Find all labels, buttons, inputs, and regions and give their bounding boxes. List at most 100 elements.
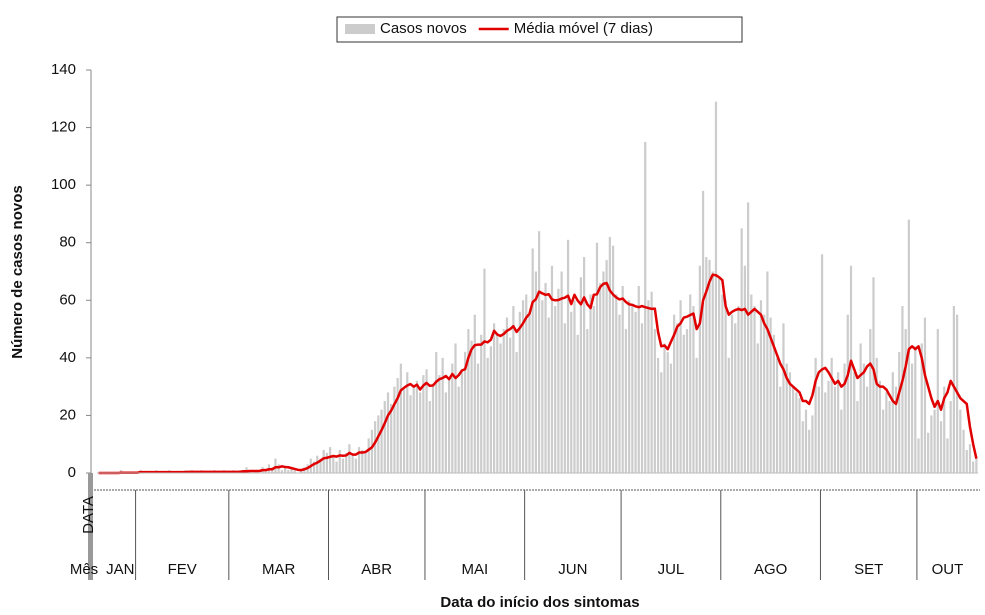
- bar: [505, 317, 509, 473]
- bar: [367, 438, 370, 473]
- y-tick-label: 100: [51, 176, 76, 193]
- bar: [830, 357, 833, 473]
- bar: [656, 357, 660, 473]
- bar: [602, 271, 605, 473]
- bar: [727, 357, 730, 473]
- bar: [859, 343, 862, 473]
- bar: [769, 317, 772, 473]
- bar: [811, 415, 814, 473]
- bar: [438, 375, 441, 473]
- bar: [277, 464, 280, 473]
- bar: [300, 470, 303, 473]
- bar: [447, 378, 451, 473]
- bar: [779, 386, 782, 473]
- bar: [718, 277, 721, 473]
- bar: [354, 458, 357, 473]
- bar: [714, 101, 718, 474]
- x-tick-label: SET: [854, 561, 883, 578]
- bar: [920, 343, 923, 473]
- y-tick-label: 60: [59, 291, 76, 308]
- bar: [586, 329, 589, 473]
- bar: [515, 352, 518, 473]
- bar: [589, 294, 592, 473]
- bar: [364, 452, 367, 473]
- bar: [283, 467, 287, 473]
- x-tick-label: FEV: [168, 561, 197, 578]
- bar: [846, 314, 849, 473]
- bar: [570, 311, 573, 473]
- bar: [444, 392, 447, 473]
- bar: [338, 449, 341, 473]
- bar: [538, 231, 541, 473]
- x-level-label: Mês: [70, 561, 98, 578]
- bar: [910, 363, 914, 473]
- bar: [335, 461, 338, 473]
- bar: [521, 300, 525, 473]
- bar: [351, 455, 354, 473]
- bar: [618, 314, 621, 473]
- bar: [457, 386, 460, 473]
- bar: [531, 248, 534, 473]
- bar: [624, 329, 628, 473]
- bar: [322, 449, 325, 473]
- x-tick-label: JUN: [558, 561, 587, 578]
- bar: [666, 352, 669, 473]
- bar: [763, 314, 766, 473]
- bar: [557, 288, 560, 473]
- legend: Casos novos Média móvel (7 dias): [336, 16, 743, 43]
- bar: [949, 401, 952, 473]
- bar: [673, 314, 676, 473]
- bar: [711, 271, 714, 473]
- bar: [679, 300, 682, 473]
- x-tick-label: OUT: [932, 561, 964, 578]
- bar: [595, 242, 599, 473]
- bar: [878, 380, 882, 473]
- bar: [885, 392, 888, 473]
- bar: [316, 455, 319, 473]
- bar: [759, 300, 763, 473]
- bar: [734, 323, 737, 473]
- bar: [698, 265, 701, 473]
- bar: [708, 259, 711, 473]
- x-tick-label: AGO: [754, 561, 787, 578]
- bar: [293, 470, 296, 473]
- bar: [496, 334, 499, 473]
- bar: [563, 323, 566, 473]
- bar: [814, 357, 817, 473]
- bar: [891, 372, 894, 473]
- bar: [685, 329, 689, 473]
- bar: [930, 415, 933, 473]
- bar: [933, 409, 936, 473]
- bar: [862, 363, 865, 473]
- bar: [837, 372, 840, 473]
- bar: [547, 317, 550, 473]
- bar: [280, 470, 283, 473]
- bar: [785, 363, 788, 473]
- bar: [512, 306, 515, 473]
- bar: [544, 283, 547, 473]
- bar: [370, 429, 374, 473]
- bar: [669, 363, 673, 473]
- y-tick-label: 0: [68, 464, 76, 481]
- bar: [374, 421, 377, 473]
- bar: [865, 386, 869, 473]
- bar: [325, 452, 329, 473]
- bar: [489, 346, 492, 473]
- bar: [660, 372, 663, 473]
- bar: [853, 372, 856, 473]
- bar: [476, 363, 480, 473]
- bar: [576, 334, 579, 473]
- bar: [927, 432, 930, 473]
- x-tick-label: JAN: [106, 561, 134, 578]
- bar: [431, 383, 435, 473]
- bar: [419, 392, 422, 473]
- bar: [628, 300, 631, 473]
- bar: [554, 306, 557, 473]
- bar: [312, 461, 316, 473]
- bar: [653, 329, 656, 473]
- bar: [287, 470, 290, 473]
- bar: [959, 409, 962, 473]
- bar: [888, 401, 891, 473]
- bar: [849, 265, 853, 473]
